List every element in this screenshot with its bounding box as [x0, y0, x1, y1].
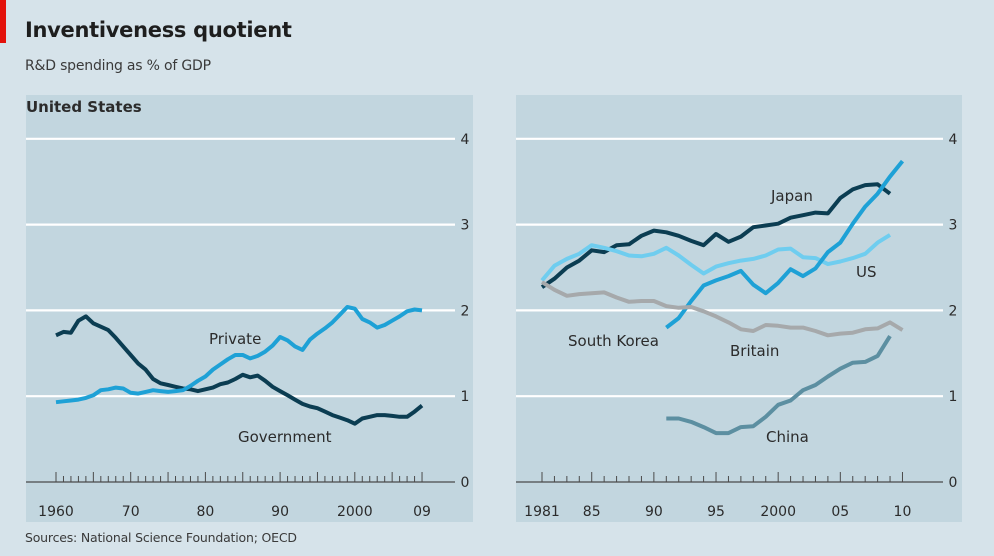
y-tick-label: 3 [949, 218, 958, 234]
series-line-south-korea [665, 159, 905, 330]
series-label-us: US [856, 263, 877, 281]
x-tick-label: 90 [645, 504, 663, 520]
x-tick-label: 09 [413, 504, 431, 520]
y-tick-label: 0 [461, 475, 470, 491]
panel-background [26, 95, 473, 522]
series-line-us [540, 233, 892, 282]
y-tick-label: 4 [949, 132, 958, 148]
chart-title: Inventiveness quotient [25, 18, 292, 42]
series-line-private [55, 305, 423, 405]
series-line-britain [540, 280, 904, 338]
chart-subtitle: R&D spending as % of GDP [25, 58, 211, 74]
panel-background [516, 95, 962, 522]
x-tick-label: 10 [894, 504, 912, 520]
series-line-government [55, 314, 424, 426]
x-tick-label: 2000 [337, 504, 373, 520]
y-tick-label: 3 [461, 218, 470, 234]
x-tick-label: 70 [122, 504, 140, 520]
y-tick-label: 2 [461, 303, 470, 319]
x-tick-label: 85 [583, 504, 601, 520]
x-tick-label: 1981 [524, 504, 560, 520]
source-note: Sources: National Science Foundation; OE… [25, 530, 297, 545]
y-tick-label: 2 [949, 303, 958, 319]
series-line-china [666, 335, 892, 436]
series-label-china: China [766, 428, 809, 446]
panel-united-states: United States 0 1 2 3 4 1960 70 80 90 2000 09 Gov… [26, 95, 473, 522]
y-tick-label: 0 [949, 475, 958, 491]
y-tick-label: 1 [461, 389, 470, 405]
y-tick-label: 1 [949, 389, 958, 405]
series-label-government: Government [238, 428, 332, 446]
x-tick-label: 1960 [38, 504, 74, 520]
x-tick-label: 90 [271, 504, 289, 520]
series-label-britain: Britain [730, 342, 779, 360]
series-line-japan [540, 182, 892, 289]
series-label-japan: Japan [770, 187, 813, 205]
series-label-private: Private [209, 330, 261, 348]
brand-red-bar [0, 0, 6, 43]
x-tick-label: 95 [707, 504, 725, 520]
series-label-south-korea: South Korea [568, 332, 659, 350]
panel-international: 0 1 2 3 4 1981 85 90 95 2000 05 10 Japan US South Ko… [516, 95, 962, 522]
x-tick-label: 2000 [760, 504, 796, 520]
x-tick-label: 05 [831, 504, 849, 520]
x-tick-label: 80 [196, 504, 214, 520]
y-tick-label: 4 [461, 132, 470, 148]
panel-title-united-states: United States [26, 98, 142, 116]
